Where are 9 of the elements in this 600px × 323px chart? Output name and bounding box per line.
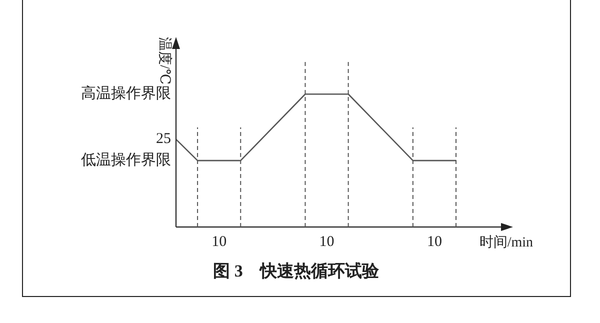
annotation: 低温操作界限 [81,152,171,169]
annotation: 高温操作界限 [81,85,171,102]
text: 图 3 快速热循环试验 [213,261,380,280]
text: 10 [319,234,334,250]
annotation: 25 [156,131,171,148]
text: 10 [426,234,442,250]
y-axis-title: 温度/℃ [156,37,172,85]
x-axis-title: 时间/min [479,234,533,251]
text: 10 [212,234,227,250]
